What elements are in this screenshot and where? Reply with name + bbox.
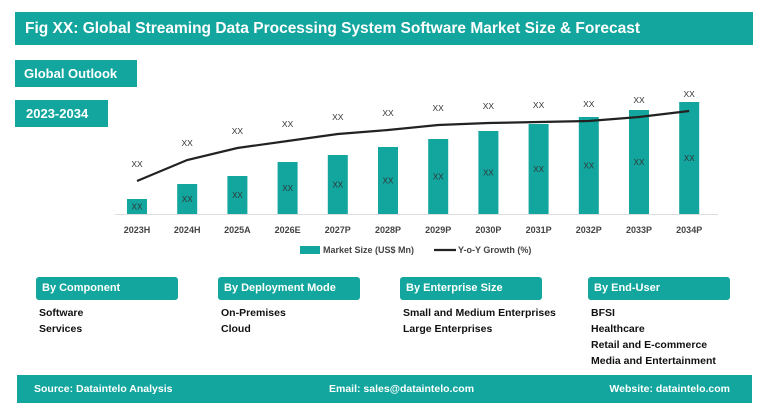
- legend-bar-swatch: [300, 246, 320, 254]
- segment-item: BFSI: [591, 307, 615, 319]
- x-tick-label: 2025A: [224, 225, 251, 235]
- bar-2031P: [528, 124, 549, 214]
- footer: Source: Dataintelo Analysis Email: sales…: [17, 375, 752, 403]
- line-data-label: XX: [684, 89, 696, 99]
- line-data-label: XX: [483, 101, 495, 111]
- segment-title: By Component: [36, 277, 178, 300]
- bar-data-label: XX: [583, 162, 594, 171]
- line-data-label: XX: [332, 112, 344, 122]
- x-tick-label: 2033P: [626, 225, 652, 235]
- bar-2033P: [629, 110, 649, 214]
- bar-2028P: [378, 147, 398, 214]
- x-tick-label: 2024H: [174, 225, 201, 235]
- segment-item: Cloud: [221, 323, 251, 335]
- footer-source: Source: Dataintelo Analysis: [34, 383, 173, 395]
- bar-2029P: [428, 139, 449, 214]
- period-label: 2023-2034: [15, 100, 108, 127]
- segment-item: Large Enterprises: [403, 323, 493, 335]
- bar-data-label: XX: [684, 154, 695, 163]
- bar-2034P: [679, 102, 700, 214]
- line-data-label: XX: [583, 99, 595, 109]
- segment-item: Software: [39, 307, 84, 319]
- bar-data-label: XX: [383, 177, 394, 186]
- x-tick-label: 2034P: [676, 225, 702, 235]
- bar-data-label: XX: [282, 184, 293, 193]
- growth-line: [136, 109, 690, 183]
- x-tick-label: 2023H: [124, 225, 151, 235]
- bar-data-label: XX: [634, 158, 645, 167]
- global-outlook-label: Global Outlook: [15, 60, 137, 87]
- x-tick-label: 2028P: [375, 225, 401, 235]
- segment-item: On-Premises: [221, 307, 286, 319]
- line-data-label: XX: [182, 138, 194, 148]
- x-tick-label: 2027P: [325, 225, 351, 235]
- x-tick-label: 2029P: [425, 225, 451, 235]
- bar-data-label: XX: [433, 173, 444, 182]
- legend-bar-label: Market Size (US$ Mn): [323, 245, 414, 255]
- bar-2030P: [478, 131, 499, 214]
- legend-line-label: Y-o-Y Growth (%): [458, 245, 531, 255]
- chart-title: Fig XX: Global Streaming Data Processing…: [15, 12, 753, 45]
- line-data-label: XX: [282, 119, 294, 129]
- bar-data-label: XX: [232, 191, 243, 200]
- footer-email[interactable]: Email: sales@dataintelo.com: [329, 383, 475, 395]
- x-tick-label: 2031P: [526, 225, 552, 235]
- bar-2024H: [177, 184, 198, 214]
- segment-item: Small and Medium Enterprises: [403, 307, 556, 319]
- segment-item: Services: [39, 323, 83, 335]
- segment-end-user: By End-User BFSI Healthcare Retail and E…: [588, 277, 730, 367]
- combo-chart: XX 2023H XX XX 2024H XX XX 2025A XX XX 2026E XX XX 20…: [115, 89, 718, 255]
- bar-data-label: XX: [533, 165, 544, 174]
- bar-data-label: XX: [132, 203, 143, 212]
- x-tick-label: 2032P: [576, 225, 602, 235]
- bar-2025A: [227, 176, 248, 214]
- x-tick-label: 2026E: [275, 225, 301, 235]
- bar-data-label: XX: [332, 181, 343, 190]
- line-data-label: XX: [382, 108, 394, 118]
- segment-title: By End-User: [588, 277, 730, 300]
- bar-2023H: [127, 199, 147, 214]
- segment-item: Retail and E-commerce: [591, 339, 708, 351]
- line-data-label: XX: [232, 126, 244, 136]
- x-tick-label: 2030P: [475, 225, 501, 235]
- bar-2027P: [327, 155, 348, 214]
- bar-data-label: XX: [182, 195, 193, 204]
- segment-title: By Enterprise Size: [400, 277, 542, 300]
- segment-deployment: By Deployment Mode On-Premises Cloud: [218, 277, 360, 335]
- segment-item: Media and Entertainment: [591, 355, 716, 367]
- bar-data-label: XX: [483, 169, 494, 178]
- bar-2032P: [578, 117, 599, 214]
- segment-component: By Component Software Services: [36, 277, 178, 335]
- segment-title: By Deployment Mode: [218, 277, 360, 300]
- footer-website[interactable]: Website: dataintelo.com: [609, 383, 730, 395]
- segment-enterprise-size: By Enterprise Size Small and Medium Ente…: [400, 277, 556, 335]
- line-data-label: XX: [633, 95, 645, 105]
- line-data-label: XX: [533, 100, 545, 110]
- segment-item: Healthcare: [591, 323, 645, 335]
- bar-2026E: [277, 162, 298, 214]
- line-data-label: XX: [433, 103, 445, 113]
- line-data-label: XX: [131, 159, 143, 169]
